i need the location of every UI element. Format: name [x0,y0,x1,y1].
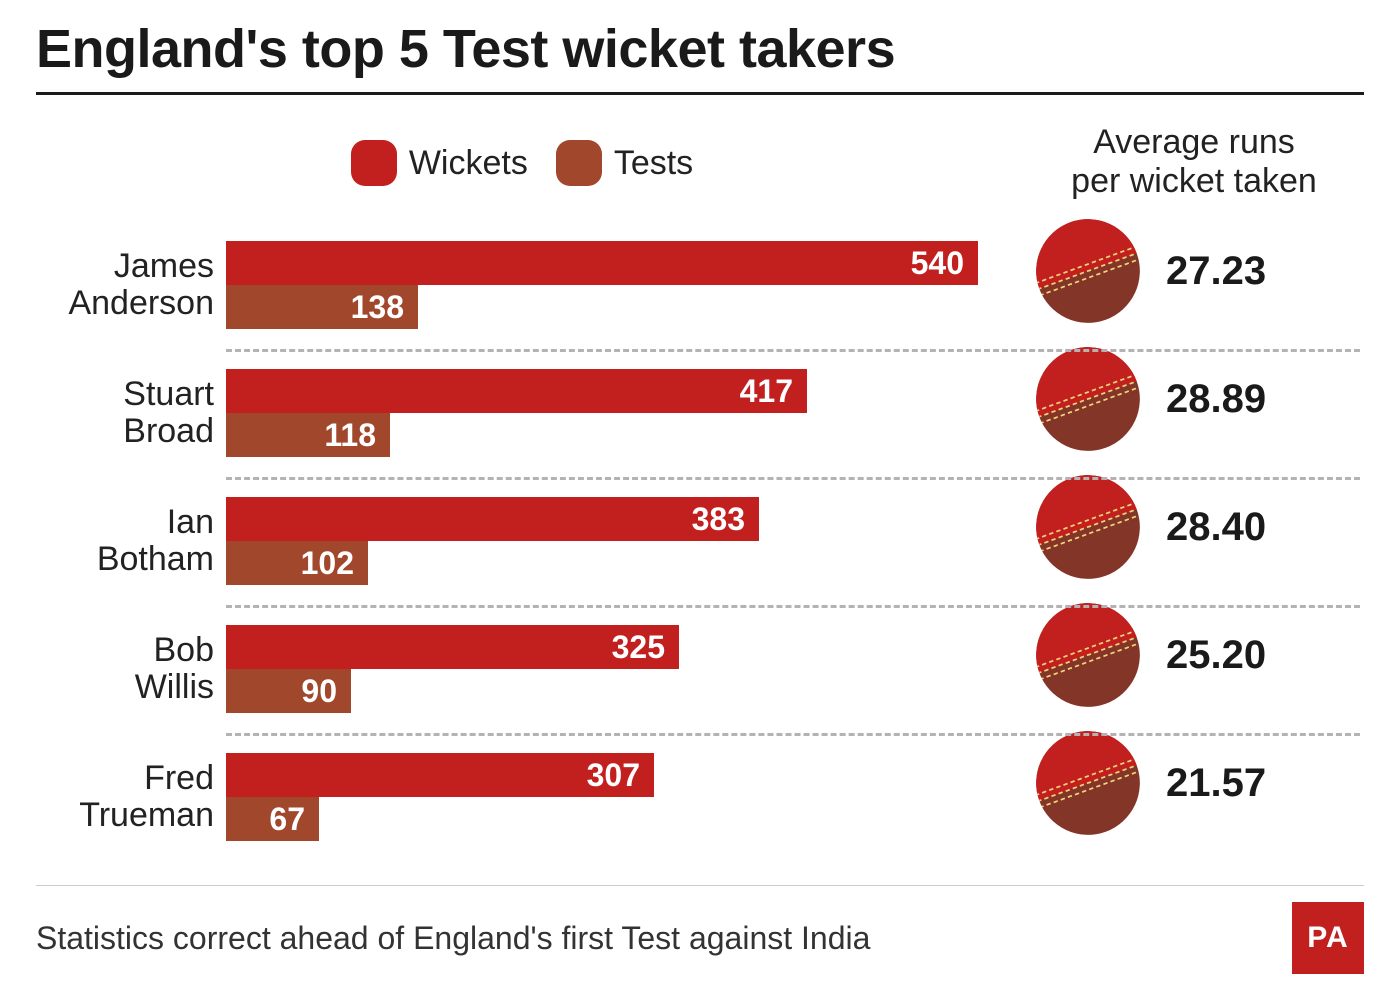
player-name: Stuart Broad [36,376,226,451]
average-row: 25.20 [1024,591,1364,719]
average-column: Average runs per wicket taken 27.23 [1024,123,1364,861]
average-row: 27.23 [1024,207,1364,335]
tests-value: 138 [351,289,404,326]
cricket-ball-icon [1034,601,1142,709]
cricket-ball-icon [1034,217,1142,325]
average-rows: 27.23 28.89 [1024,207,1364,847]
tests-value: 90 [301,673,337,710]
player-row: James Anderson 540 138 [36,221,1008,349]
average-header-line1: Average runs [1024,123,1364,162]
average-header: Average runs per wicket taken [1024,123,1364,201]
average-row: 28.40 [1024,463,1364,591]
average-value: 21.57 [1166,761,1266,806]
footer: Statistics correct ahead of England's fi… [36,885,1364,974]
tests-bar: 67 [226,797,319,841]
tests-value: 102 [301,545,354,582]
player-name: Bob Willis [36,632,226,707]
player-name-line2: Trueman [36,797,214,834]
player-name-line2: Broad [36,413,214,450]
tests-value: 67 [269,801,305,838]
average-row: 21.57 [1024,719,1364,847]
chart-body: Wickets Tests James Anderson 540 138 Stu… [36,123,1364,861]
wickets-value: 325 [612,629,665,666]
tests-bar: 138 [226,285,418,329]
wickets-bar: 383 [226,497,759,541]
wickets-bar: 540 [226,241,978,285]
wickets-value: 307 [587,757,640,794]
cricket-ball-icon [1034,345,1142,453]
legend-label-tests: Tests [614,144,693,183]
tests-bar: 102 [226,541,368,585]
legend-label-wickets: Wickets [409,144,528,183]
chart-title: England's top 5 Test wicket takers [36,18,1364,95]
cricket-ball-icon [1034,729,1142,837]
source-badge: PA [1292,902,1364,974]
legend-swatch-tests [556,140,602,186]
player-name-line1: Ian [36,504,214,541]
wickets-value: 417 [740,373,793,410]
tests-value: 118 [324,417,376,454]
average-row: 28.89 [1024,335,1364,463]
footnote-text: Statistics correct ahead of England's fi… [36,920,870,957]
infographic-frame: England's top 5 Test wicket takers Wicke… [0,0,1400,974]
average-header-line2: per wicket taken [1024,162,1364,201]
player-bars: 383 102 [226,483,1008,599]
player-name: James Anderson [36,248,226,323]
legend-item-tests: Tests [556,140,693,186]
player-row: Fred Trueman 307 67 [36,733,1008,861]
legend-item-wickets: Wickets [351,140,528,186]
player-name-line2: Willis [36,669,214,706]
average-value: 25.20 [1166,633,1266,678]
tests-bar: 118 [226,413,390,457]
wickets-bar: 417 [226,369,807,413]
average-value: 27.23 [1166,249,1266,294]
player-name: Ian Botham [36,504,226,579]
legend-swatch-wickets [351,140,397,186]
wickets-bar: 307 [226,753,654,797]
player-name-line1: Fred [36,760,214,797]
player-bars: 325 90 [226,611,1008,727]
wickets-value: 540 [911,245,964,282]
player-row: Ian Botham 383 102 [36,477,1008,605]
player-row: Bob Willis 325 90 [36,605,1008,733]
average-value: 28.40 [1166,505,1266,550]
player-name-line1: Stuart [36,376,214,413]
player-bars: 417 118 [226,355,1008,471]
average-value: 28.89 [1166,377,1266,422]
cricket-ball-icon [1034,473,1142,581]
player-name-line1: James [36,248,214,285]
bar-rows: James Anderson 540 138 Stuart Broad 417 … [36,221,1008,861]
player-name-line2: Botham [36,541,214,578]
wickets-value: 383 [692,501,745,538]
tests-bar: 90 [226,669,351,713]
player-bars: 307 67 [226,739,1008,855]
player-row: Stuart Broad 417 118 [36,349,1008,477]
legend: Wickets Tests [36,123,1008,203]
player-name-line2: Anderson [36,285,214,322]
player-name-line1: Bob [36,632,214,669]
player-name: Fred Trueman [36,760,226,835]
bars-column: Wickets Tests James Anderson 540 138 Stu… [36,123,1024,861]
wickets-bar: 325 [226,625,679,669]
player-bars: 540 138 [226,227,1008,343]
